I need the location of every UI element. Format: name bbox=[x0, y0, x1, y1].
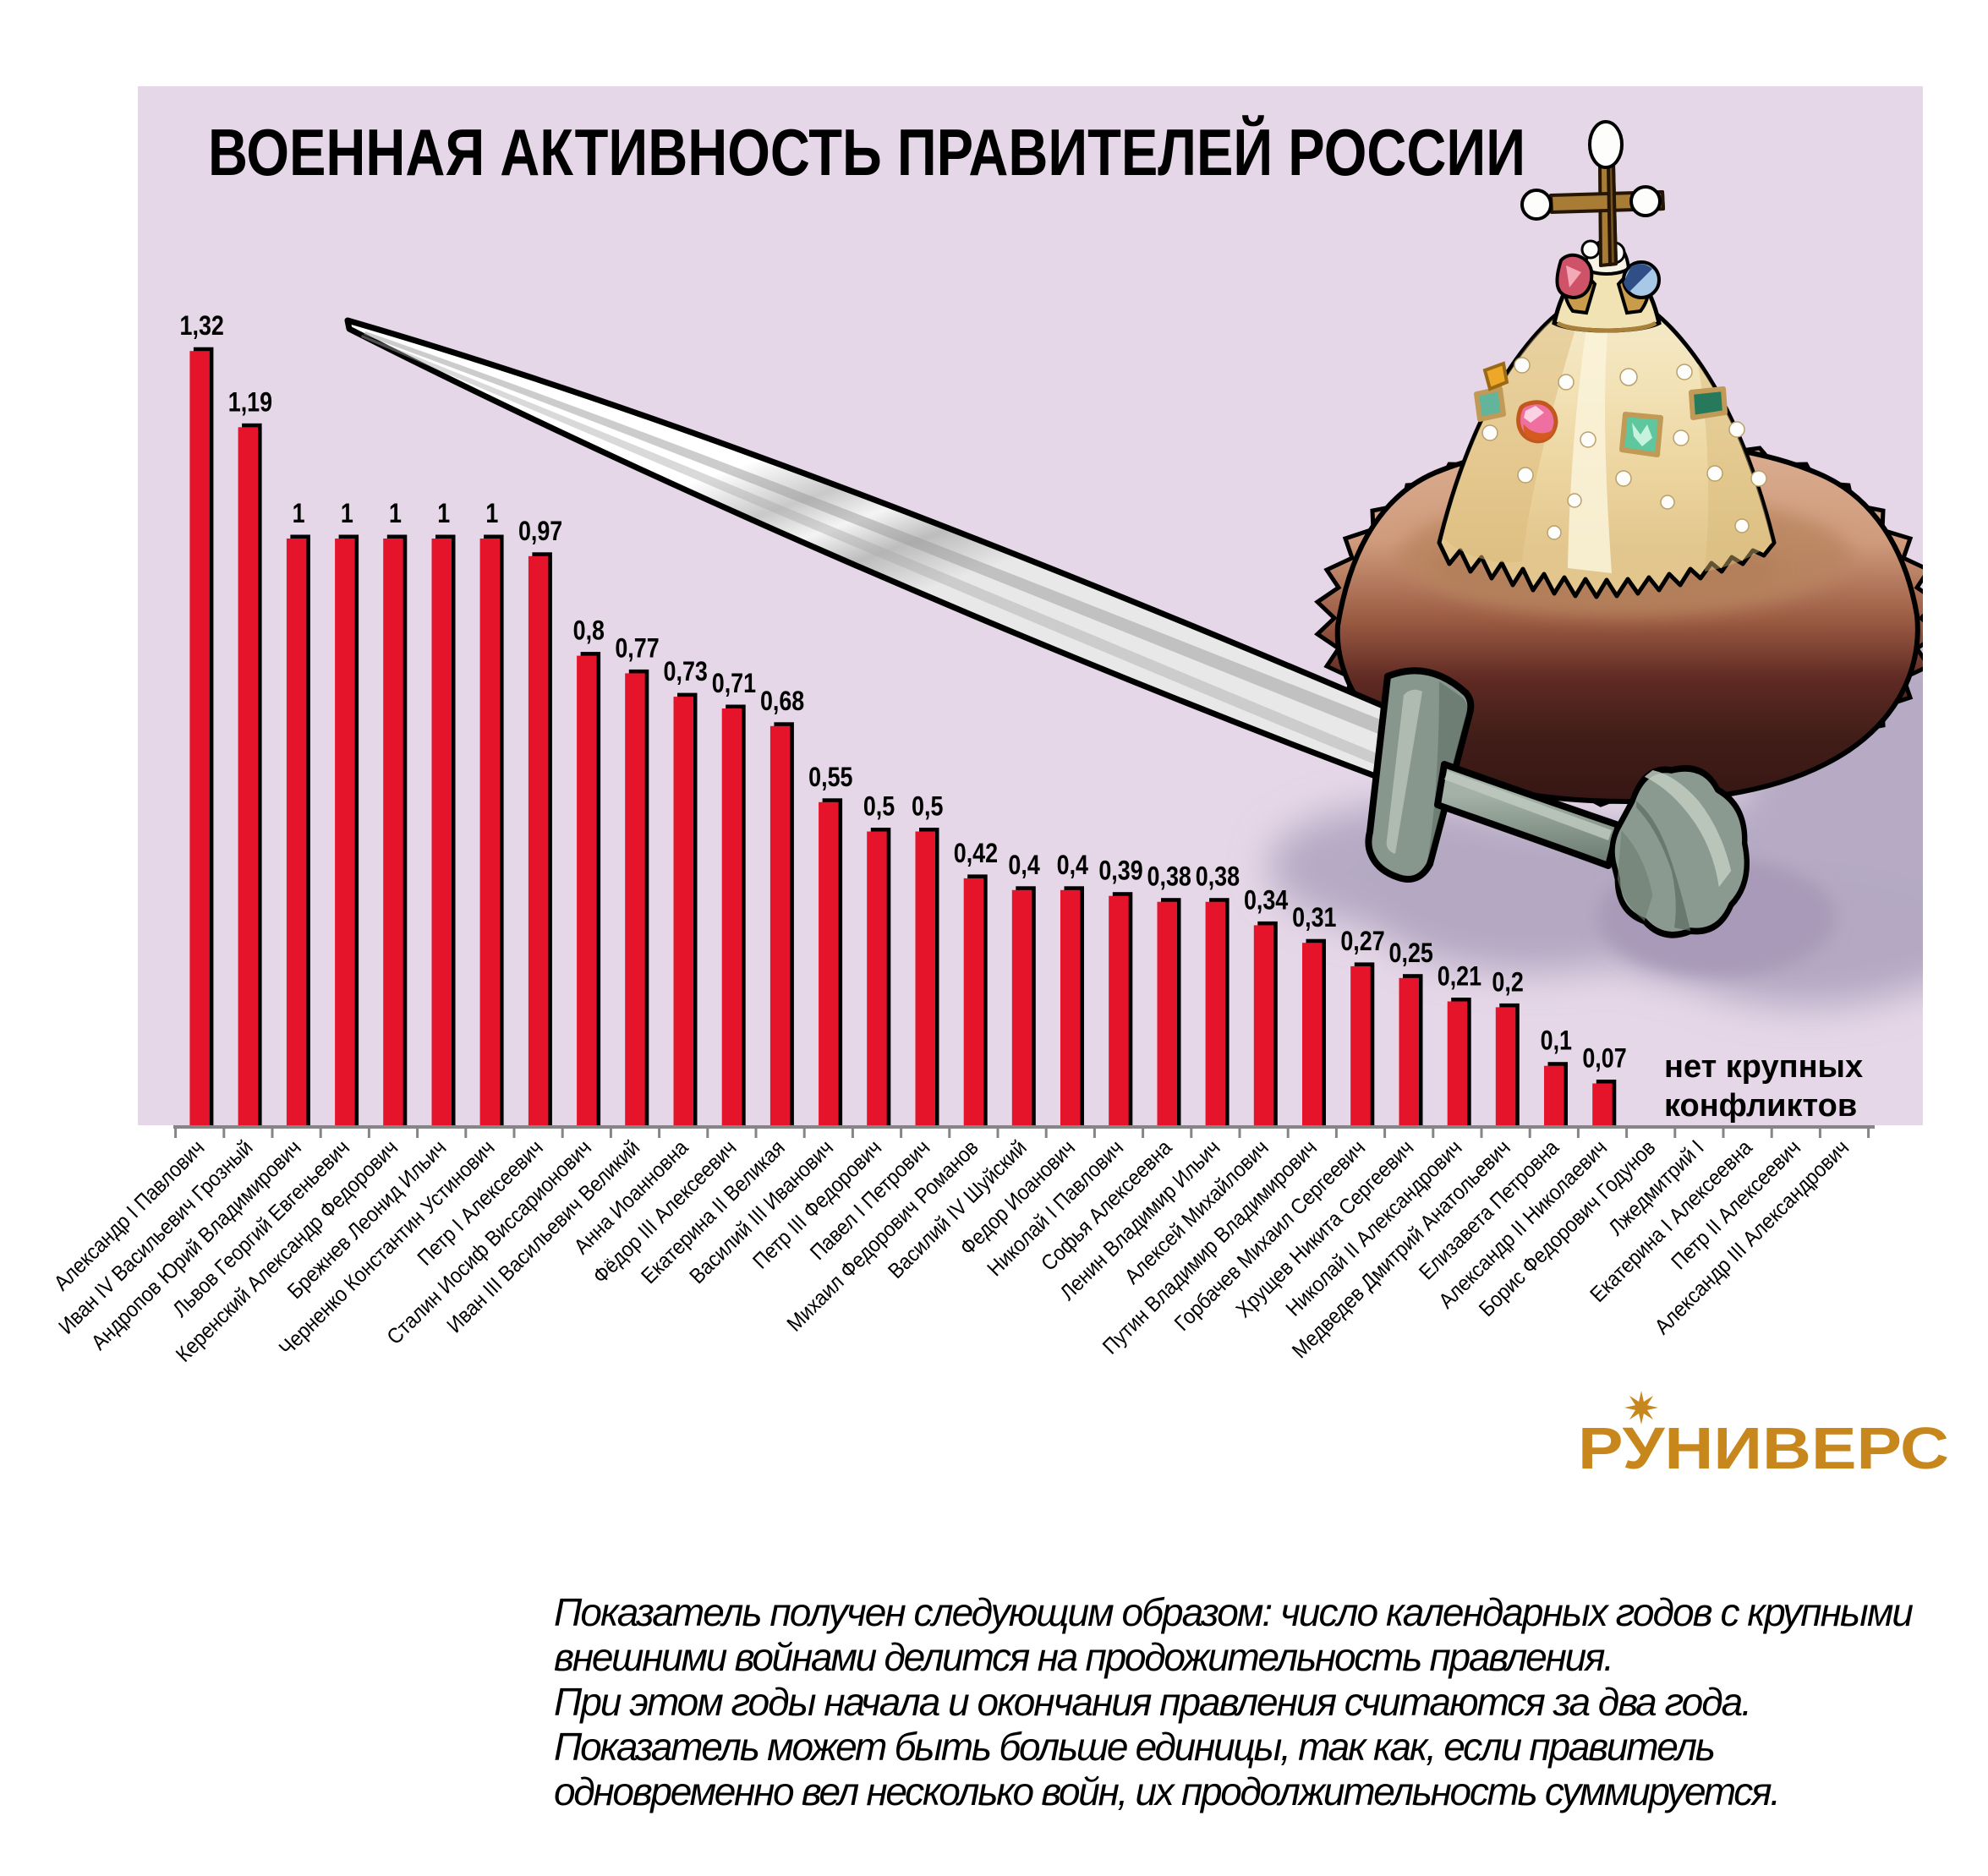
svg-text:0,42: 0,42 bbox=[954, 839, 998, 869]
svg-text:одновременно вел несколько вой: одновременно вел несколько войн, их прод… bbox=[554, 1769, 1781, 1813]
svg-text:0,5: 0,5 bbox=[912, 791, 943, 822]
svg-text:0,31: 0,31 bbox=[1292, 903, 1336, 933]
svg-text:0,4: 0,4 bbox=[1008, 850, 1040, 881]
svg-text:1,19: 1,19 bbox=[228, 387, 272, 418]
svg-text:0,73: 0,73 bbox=[664, 657, 708, 687]
svg-text:ВОЕННАЯ АКТИВНОСТЬ ПРАВИТЕЛЕЙ: ВОЕННАЯ АКТИВНОСТЬ ПРАВИТЕЛЕЙ РОССИИ bbox=[208, 115, 1525, 189]
svg-text:0,4: 0,4 bbox=[1057, 850, 1089, 881]
svg-text:0,34: 0,34 bbox=[1244, 885, 1289, 916]
svg-text:0,39: 0,39 bbox=[1098, 856, 1142, 887]
svg-text:0,25: 0,25 bbox=[1389, 938, 1433, 969]
svg-text:0,97: 0,97 bbox=[518, 517, 562, 547]
svg-text:0,55: 0,55 bbox=[808, 763, 852, 793]
svg-text:0,07: 0,07 bbox=[1582, 1043, 1626, 1074]
svg-text:0,38: 0,38 bbox=[1147, 862, 1191, 893]
svg-text:РУНИВЕРС: РУНИВЕРС bbox=[1578, 1415, 1949, 1481]
svg-text:конфликтов: конфликтов bbox=[1664, 1088, 1857, 1124]
svg-text:0,38: 0,38 bbox=[1196, 862, 1240, 893]
svg-text:0,8: 0,8 bbox=[573, 615, 605, 646]
svg-text:Показатель может быть больше е: Показатель может быть больше единицы, та… bbox=[554, 1725, 1716, 1769]
svg-text:0,68: 0,68 bbox=[760, 686, 804, 717]
svg-text:Андропов Юрий Владимирович: Андропов Юрий Владимирович bbox=[87, 1135, 306, 1354]
svg-text:0,5: 0,5 bbox=[863, 791, 895, 822]
svg-text:1: 1 bbox=[341, 499, 353, 529]
svg-text:1: 1 bbox=[389, 499, 402, 529]
svg-text:1,32: 1,32 bbox=[180, 311, 224, 342]
svg-text:При этом годы начала и окончан: При этом годы начала и окончания правлен… bbox=[554, 1680, 1752, 1724]
svg-text:0,2: 0,2 bbox=[1492, 967, 1523, 998]
svg-text:0,21: 0,21 bbox=[1438, 961, 1481, 992]
svg-text:1: 1 bbox=[437, 499, 450, 529]
svg-text:нет крупных: нет крупных bbox=[1664, 1049, 1863, 1085]
svg-text:1: 1 bbox=[485, 499, 498, 529]
svg-text:0,27: 0,27 bbox=[1340, 927, 1384, 957]
svg-text:0,1: 0,1 bbox=[1541, 1026, 1572, 1057]
svg-text:0,71: 0,71 bbox=[712, 669, 756, 699]
svg-text:1: 1 bbox=[293, 499, 305, 529]
svg-text:Показатель получен следующим о: Показатель получен следующим образом: чи… bbox=[554, 1590, 1914, 1634]
svg-text:внешними войнами делится на пр: внешними войнами делится на продожительн… bbox=[554, 1635, 1614, 1679]
svg-text:0,77: 0,77 bbox=[615, 633, 659, 664]
